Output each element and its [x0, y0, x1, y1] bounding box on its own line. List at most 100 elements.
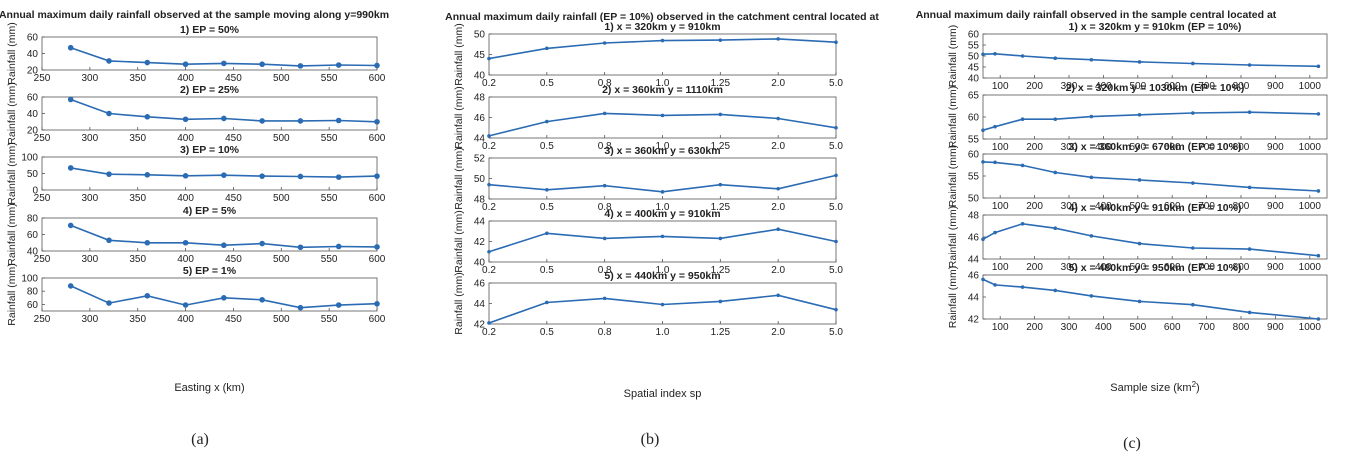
x-tick-label: 2.0	[771, 327, 785, 338]
data-point	[1191, 61, 1195, 66]
y-axis-label: Rainfall (mm)	[6, 22, 18, 84]
y-tick-label: 60	[27, 33, 39, 44]
subplot-2: 2) x = 320km y = 1030km (EP = 10%) 55 60 65…	[947, 82, 1328, 153]
series-line	[488, 228, 837, 253]
subplot-title: 5) x = 480km y = 950km (EP = 10%)	[1069, 262, 1242, 274]
panel-label: (a)	[191, 431, 209, 448]
y-tick-label: 60	[27, 300, 39, 311]
subplot-2: 2) EP = 25% 20 40 60 Rainfall (mm) 250 300 350 4…	[6, 82, 386, 144]
x-tick-label: 1.25	[711, 78, 731, 89]
y-tick-label: 40	[27, 247, 39, 258]
x-tick-label: 1000	[1299, 322, 1322, 333]
axes-box	[41, 96, 378, 131]
x-tick-label: 1.25	[711, 265, 731, 276]
x-tick-label: 0.5	[540, 202, 554, 213]
data-point	[221, 295, 227, 301]
data-point	[545, 231, 549, 236]
y-axis-label: Rainfall (mm)	[6, 82, 18, 144]
data-point	[374, 173, 380, 179]
x-tick-label: 700	[1198, 201, 1215, 212]
x-tick-label: 400	[177, 133, 194, 144]
data-point	[776, 227, 780, 231]
x-tick-label: 250	[34, 133, 51, 144]
x-tick-label: 2.0	[771, 141, 785, 152]
y-tick-label: 50	[474, 174, 486, 185]
data-point	[660, 234, 665, 239]
data-point	[106, 237, 112, 244]
data-point	[144, 59, 151, 66]
y-tick-label: 48	[474, 93, 486, 104]
data-point	[1137, 241, 1142, 246]
x-tick-label: 100	[992, 81, 1009, 92]
subplot-title: 2) x = 320km y = 1030km (EP = 10%)	[1066, 82, 1245, 94]
y-tick-label: 46	[968, 233, 980, 244]
data-point	[776, 293, 780, 298]
y-tick-label: 44	[474, 217, 486, 228]
x-tick-label: 800	[1233, 322, 1250, 333]
x-tick-label: 900	[1267, 322, 1284, 333]
x-tick-label: 500	[273, 133, 290, 144]
data-point	[1191, 246, 1195, 250]
x-tick-label: 200	[1026, 142, 1043, 153]
data-point	[487, 182, 491, 187]
y-tick-label: 45	[474, 50, 486, 61]
x-tick-label: 800	[1233, 142, 1250, 153]
x-tick-label: 400	[177, 254, 194, 265]
y-axis-label: Rainfall (mm)	[6, 142, 18, 204]
axes-box	[982, 94, 1328, 140]
x-tick-label: 2.0	[771, 78, 785, 89]
x-tick-label: 300	[1061, 262, 1078, 273]
y-tick-label: 44	[968, 293, 980, 304]
subplot-title: 1) EP = 50%	[180, 24, 240, 36]
data-point	[718, 182, 723, 187]
y-tick-label: 45	[968, 63, 980, 74]
x-tick-label: 600	[369, 193, 386, 204]
data-point	[1089, 294, 1094, 298]
data-point	[487, 321, 491, 325]
data-point	[718, 299, 723, 304]
x-tick-label: 450	[225, 73, 242, 84]
subplot-1: 1) x = 320km y = 910km (EP = 10%)4045505…	[947, 21, 1328, 92]
data-point	[335, 243, 342, 250]
panel-label: (b)	[641, 431, 660, 448]
x-tick-label: 550	[321, 314, 338, 325]
data-point	[545, 300, 549, 305]
x-tick-label: 900	[1267, 81, 1284, 92]
x-tick-label: 400	[177, 193, 194, 204]
data-point	[981, 128, 985, 132]
x-tick-label: 300	[1061, 142, 1078, 153]
x-tick-label: 700	[1198, 142, 1215, 153]
x-tick-label: 400	[1095, 262, 1112, 273]
data-point	[1247, 63, 1252, 67]
x-tick-label: 250	[34, 254, 51, 265]
x-tick-label: 500	[273, 314, 290, 325]
y-tick-label: 80	[27, 287, 39, 298]
x-tick-label: 1.25	[711, 141, 731, 152]
x-tick-label: 2.0	[771, 265, 785, 276]
x-tick-label: 900	[1267, 262, 1284, 273]
x-tick-label: 100	[992, 322, 1009, 333]
y-tick-label: 46	[968, 271, 980, 282]
subplot-3: 3) x = 360km y = 630km 48 50 52 Rainfall (mm…	[453, 145, 843, 213]
x-tick-label: 600	[1164, 201, 1181, 212]
subplot-4: 4) x = 440km y = 910km (EP = 10%) 44 46 48 R…	[947, 202, 1328, 273]
subplot-title: 4) x = 400km y = 910km	[604, 208, 720, 220]
data-point	[834, 125, 838, 130]
data-point	[602, 236, 607, 241]
y-axis-label: Rainfall (mm)	[453, 23, 465, 85]
data-point	[1089, 175, 1094, 180]
subplot-title: 3) x = 360km y = 630km	[604, 145, 720, 157]
data-point	[182, 302, 189, 308]
data-point	[981, 277, 985, 282]
y-tick-label: 40	[474, 258, 486, 269]
data-point	[718, 112, 723, 117]
x-tick-label: 800	[1233, 201, 1250, 212]
chart-title: Annual maximum daily rainfall observed a…	[0, 9, 389, 21]
x-tick-label: 550	[321, 73, 338, 84]
data-point	[718, 38, 723, 42]
x-tick-label: 5.0	[829, 265, 843, 276]
data-point	[182, 173, 189, 179]
x-tick-label: 400	[1095, 81, 1112, 92]
x-axis-label: Spatial index sp	[624, 388, 702, 400]
